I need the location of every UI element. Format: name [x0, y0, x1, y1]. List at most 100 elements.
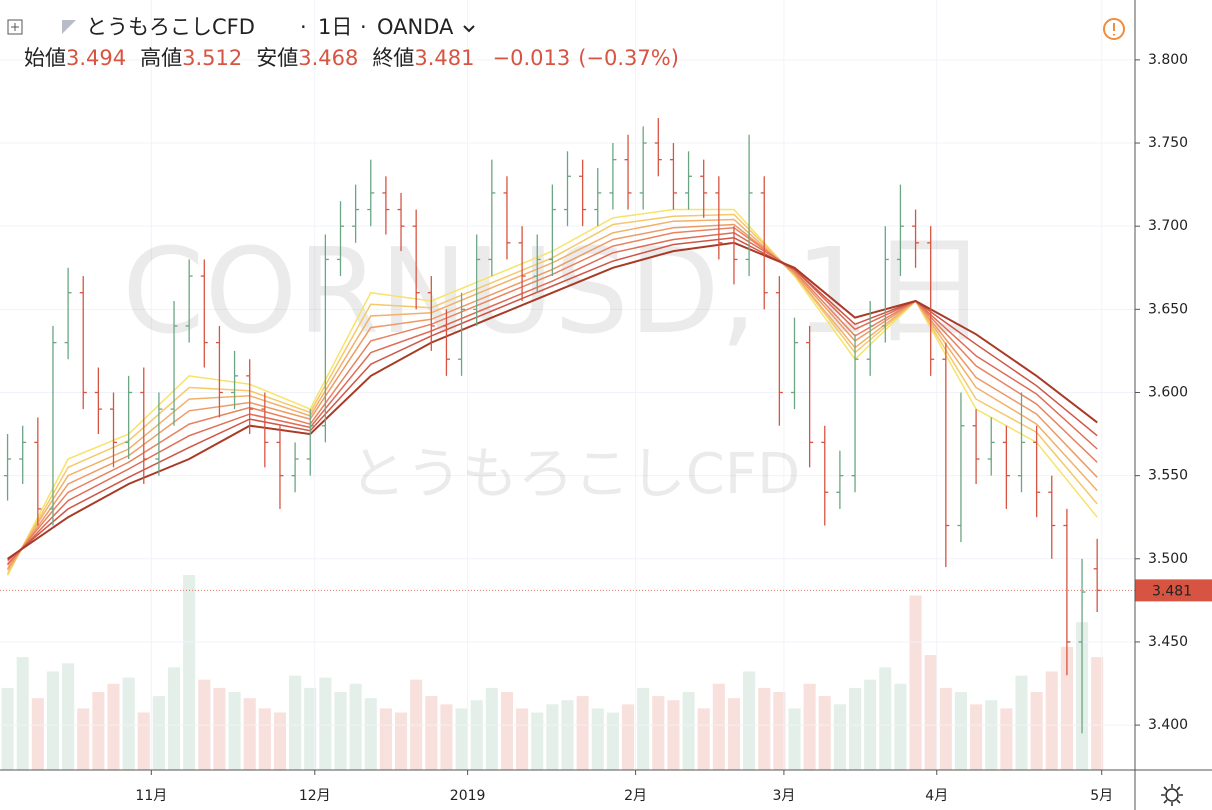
volume-bar [319, 677, 332, 770]
volume-bar [167, 667, 181, 770]
volume-bar [470, 700, 483, 770]
volume-bar [500, 692, 514, 770]
volume-bar [1030, 692, 1043, 770]
volume-bar [788, 708, 801, 770]
bars-layer [4, 118, 1101, 734]
volume-bar [455, 708, 468, 770]
gear-teeth [1161, 784, 1183, 806]
volume-bar [818, 696, 831, 770]
volume-bar [258, 708, 271, 770]
volume-bar [425, 696, 438, 770]
x-tick-label: 2月 [624, 788, 647, 804]
ohlc-label: 高値 [140, 46, 182, 70]
moving-average [7, 241, 1098, 560]
y-tick-label: 3.500 [1148, 551, 1188, 567]
x-tick-label: 12月 [299, 788, 331, 804]
volume-bar [379, 708, 392, 770]
symbol[interactable]: とうもろこしCFD [86, 15, 255, 39]
change-pct: (−0.37%) [578, 46, 679, 70]
volume-bar [652, 696, 665, 770]
volume-bar [758, 687, 771, 770]
volume-bar [591, 708, 604, 770]
volume-bar [46, 671, 60, 770]
alert-icon[interactable] [1103, 18, 1125, 40]
volume-bar [682, 692, 695, 770]
ohlc-label: 終値 [372, 46, 414, 70]
x-tick-label: 2019 [450, 788, 486, 804]
last-price-tag [1135, 579, 1212, 602]
y-tick-label: 3.400 [1148, 717, 1188, 733]
change: −0.013 [493, 46, 571, 70]
volume-bar [727, 698, 741, 770]
last-price-label: 3.481 [1152, 583, 1192, 599]
volume-bar [289, 675, 302, 770]
axis-layer: 3.400 3.450 3.500 3.550 3.600 3.650 3.700 3.750… [0, 52, 1212, 804]
volume-bar [909, 595, 922, 770]
ohlc-label: 安値 [256, 46, 298, 70]
volume-bar [31, 698, 44, 770]
volume-bar [77, 708, 90, 770]
volume-bar [606, 712, 619, 770]
volume-bar [667, 700, 680, 770]
volume-bar [16, 657, 29, 770]
source[interactable]: OANDA [377, 15, 454, 39]
volume-bar [1045, 671, 1058, 770]
volume-bar [879, 667, 892, 770]
volume-bar [848, 687, 862, 770]
volume-bar [954, 692, 968, 770]
volume-bar [546, 704, 559, 770]
volume-bar [152, 696, 165, 770]
ohlc-value: 3.468 [298, 46, 358, 70]
volume-bar [803, 683, 816, 770]
volume-bar [485, 687, 498, 770]
y-tick-label: 3.600 [1148, 384, 1188, 400]
volume-bar [243, 698, 256, 770]
volume-bar [1000, 708, 1013, 770]
volume-bar [970, 704, 983, 770]
volume-layer [1, 575, 1104, 770]
volume-bar [1060, 646, 1073, 770]
grid-layer [0, 0, 1135, 770]
ohlc-line: 始値3.494 高値3.512 安値3.468 終値3.481 −0.013 (−0.37… [24, 46, 679, 70]
y-tick-label: 3.450 [1148, 634, 1188, 650]
x-tick-label: 11月 [135, 788, 167, 804]
dropdown-icon[interactable] [463, 25, 475, 33]
interval[interactable]: 1日 [318, 15, 352, 39]
volume-bar [894, 683, 907, 770]
volume-bar [531, 712, 544, 770]
volume-bar [697, 708, 710, 770]
volume-bar [712, 683, 725, 770]
volume-bar [273, 712, 287, 770]
volume-bar [122, 677, 135, 770]
volume-bar [137, 712, 150, 770]
volume-bar [939, 687, 952, 770]
symbol-icon [62, 20, 76, 34]
ohlc-value: 3.512 [182, 46, 242, 70]
volume-bar [773, 692, 786, 770]
volume-bar [228, 692, 241, 770]
y-tick-label: 3.700 [1148, 218, 1188, 234]
volume-bar [985, 700, 998, 770]
volume-bar [833, 704, 846, 770]
volume-bar [349, 683, 362, 770]
ohlc-value: 3.481 [414, 46, 474, 70]
ohlc-value: 3.494 [66, 46, 126, 70]
volume-bar [621, 704, 635, 770]
legend-header: とうもろこしCFD · 1日 · OANDA 始値3.494 高値3.512 安値3… [7, 15, 1125, 70]
y-tick-label: 3.750 [1148, 135, 1188, 151]
y-tick-label: 3.550 [1148, 468, 1188, 484]
volume-bar [62, 663, 75, 770]
collapse-icon-cross [11, 23, 19, 31]
volume-bar [364, 698, 377, 770]
collapse-icon[interactable] [7, 19, 23, 35]
volume-bar [213, 687, 226, 770]
gear [1165, 788, 1179, 802]
separator: · [300, 15, 307, 39]
watermark-sub: とうもろこしCFD [350, 442, 800, 507]
volume-bar [743, 671, 756, 770]
settings-icon[interactable] [1161, 784, 1183, 806]
x-tick-label: 5月 [1090, 788, 1113, 804]
separator: · [360, 15, 367, 39]
x-tick-label: 3月 [772, 788, 795, 804]
